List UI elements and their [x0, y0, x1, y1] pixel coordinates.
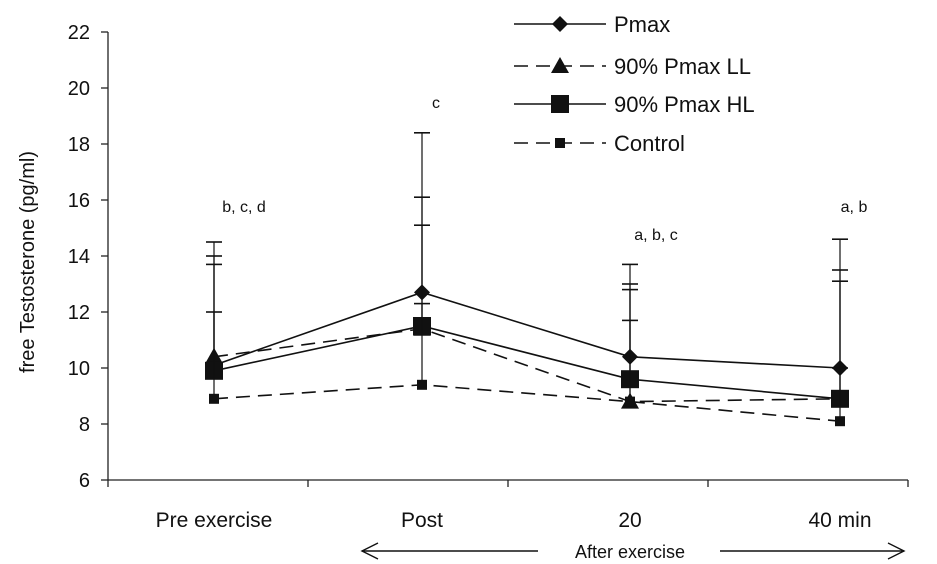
- data-point: [209, 393, 219, 404]
- y-tick-label: 6: [79, 470, 90, 492]
- series-line: [213, 327, 841, 403]
- significance-label: a, b: [841, 199, 868, 216]
- significance-label: c: [432, 95, 440, 112]
- legend-label: Pmax: [614, 12, 670, 37]
- significance-label: b, c, d: [222, 199, 266, 216]
- axes: 6 8 10 12 14 16 18 20 22 Pre exercise Post 20 40 min…: [17, 22, 909, 532]
- y-tick-label: 20: [68, 78, 90, 100]
- after-exercise-range: After exercise: [360, 542, 906, 562]
- series-line: [213, 383, 841, 422]
- series-90-pmax-hl: [205, 224, 849, 408]
- legend-marker: [551, 57, 569, 73]
- range-label: After exercise: [575, 542, 685, 562]
- y-tick-label: 14: [68, 246, 90, 268]
- series-line: [213, 325, 841, 400]
- annotations: b, c, d c a, b, c a, b: [222, 95, 867, 244]
- significance-label: a, b, c: [634, 227, 678, 244]
- legend-marker: [552, 16, 568, 32]
- x-tick-label: Post: [401, 509, 443, 532]
- y-tick-label: 16: [68, 190, 90, 212]
- y-axis-title: free Testosterone (pg/ml): [17, 151, 39, 373]
- data-point: [417, 379, 427, 390]
- y-tick-label: 10: [68, 358, 90, 380]
- data-point: [625, 396, 635, 407]
- legend-marker: [555, 138, 565, 148]
- legend-marker: [551, 95, 569, 113]
- series-control: [206, 302, 848, 427]
- legend-label: 90% Pmax LL: [614, 54, 751, 79]
- range-arrow-head-right: [887, 542, 906, 560]
- x-tick-label: 20: [618, 509, 641, 532]
- y-tick-label: 18: [68, 134, 90, 156]
- series-90-pmax-ll: [205, 196, 849, 409]
- legend-label: 90% Pmax HL: [614, 92, 755, 117]
- y-tick-label: 12: [68, 302, 90, 324]
- x-tick-label: Pre exercise: [156, 509, 273, 532]
- y-tick-label: 8: [79, 414, 90, 436]
- legend-label: Control: [614, 131, 685, 156]
- legend: Pmax 90% Pmax LL 90% Pmax HL Control: [514, 12, 755, 156]
- x-tick-label: 40 min: [808, 509, 871, 532]
- y-tick-label: 22: [68, 22, 90, 44]
- data-point: [835, 416, 845, 427]
- range-arrow-head-left: [360, 542, 379, 560]
- series-pmax: [206, 132, 848, 376]
- series-layer: [205, 132, 849, 427]
- series-line: [213, 291, 841, 369]
